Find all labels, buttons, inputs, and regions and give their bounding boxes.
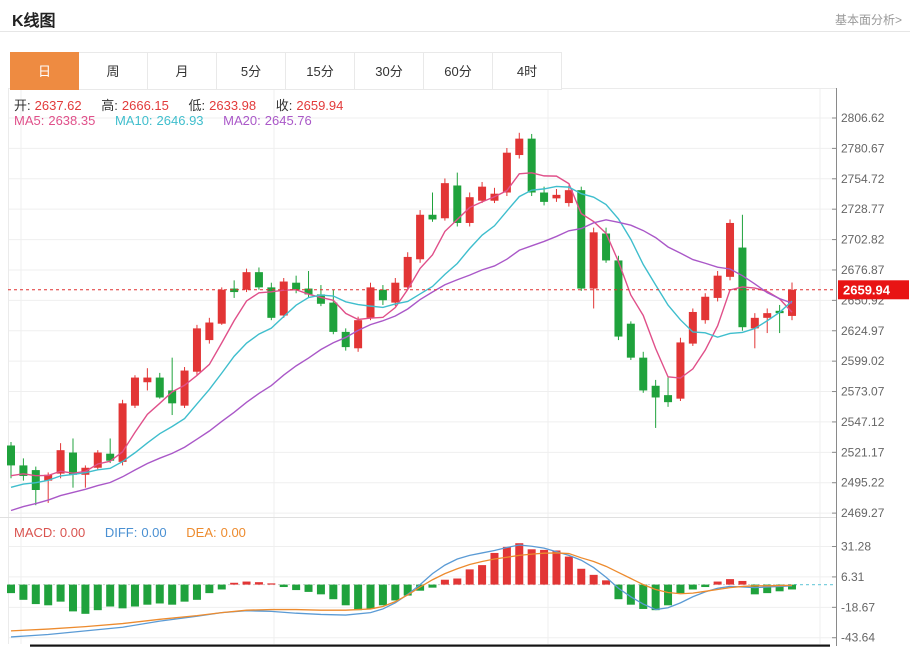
macd-value: 0.00 (59, 525, 86, 540)
macd-legend: MACD: 0.00 DIFF: 0.00 DEA: 0.00 (14, 525, 250, 540)
svg-text:2469.27: 2469.27 (841, 506, 885, 520)
ma20-label: MA20: (223, 113, 261, 128)
svg-text:-43.64: -43.64 (841, 631, 875, 645)
header-divider (0, 31, 910, 32)
diff-value: 0.00 (141, 525, 167, 540)
high-label: 高: (101, 98, 118, 113)
close-label: 收: (275, 98, 293, 113)
ma5-value: 2638.35 (48, 113, 96, 128)
tab-m60[interactable]: 60分 (424, 52, 493, 90)
svg-text:-18.67: -18.67 (841, 600, 875, 614)
ma20-value: 2645.76 (264, 113, 312, 128)
high-value: 2666.15 (121, 98, 169, 113)
ma10-value: 2646.93 (156, 113, 204, 128)
svg-text:2728.77: 2728.77 (841, 202, 885, 216)
tab-month[interactable]: 月 (148, 52, 217, 90)
svg-text:2624.97: 2624.97 (841, 324, 885, 338)
svg-text:2780.67: 2780.67 (841, 141, 885, 155)
svg-text:6.31: 6.31 (841, 570, 865, 584)
ma-legend: MA5: 2638.35 MA10: 2646.93 MA20: 2645.76 (14, 113, 316, 128)
svg-text:2599.02: 2599.02 (841, 354, 885, 368)
page-title: K线图 (12, 13, 56, 30)
low-label: 低: (188, 98, 206, 113)
svg-text:2659.94: 2659.94 (843, 282, 891, 297)
open-label: 开: (14, 98, 31, 113)
diff-label: DIFF: (104, 525, 138, 540)
open-value: 2637.62 (34, 98, 82, 113)
ma5-label: MA5: (14, 113, 45, 128)
tab-m30[interactable]: 30分 (355, 52, 424, 90)
fundamental-analysis-link[interactable]: 基本面分析> (834, 13, 902, 27)
tab-week[interactable]: 周 (79, 52, 148, 90)
dea-value: 0.00 (220, 525, 246, 540)
tab-m5[interactable]: 5分 (217, 52, 286, 90)
timeframe-tabs: 日周月 5分 15分 30分 60分 4时 (10, 52, 562, 90)
svg-text:2806.62: 2806.62 (841, 111, 885, 125)
svg-text:2521.17: 2521.17 (841, 445, 885, 459)
svg-text:2676.87: 2676.87 (841, 263, 885, 277)
low-value: 2633.98 (209, 98, 257, 113)
tab-h4[interactable]: 4时 (493, 52, 562, 90)
dea-label: DEA: (186, 525, 217, 540)
svg-text:2495.22: 2495.22 (841, 476, 885, 490)
svg-text:2702.82: 2702.82 (841, 233, 885, 247)
ohlc-legend: 开: 2637.62 高: 2666.15 低: 2633.98 收: 2659.94 (14, 95, 347, 114)
svg-text:2754.72: 2754.72 (841, 172, 885, 186)
svg-text:2573.07: 2573.07 (841, 385, 885, 399)
close-value: 2659.94 (296, 98, 344, 113)
ma10-label: MA10: (114, 113, 153, 128)
svg-text:31.28: 31.28 (841, 540, 871, 554)
tab-m15[interactable]: 15分 (286, 52, 355, 90)
macd-label: MACD: (14, 525, 56, 540)
tab-day[interactable]: 日 (10, 52, 79, 90)
svg-text:2547.12: 2547.12 (841, 415, 885, 429)
